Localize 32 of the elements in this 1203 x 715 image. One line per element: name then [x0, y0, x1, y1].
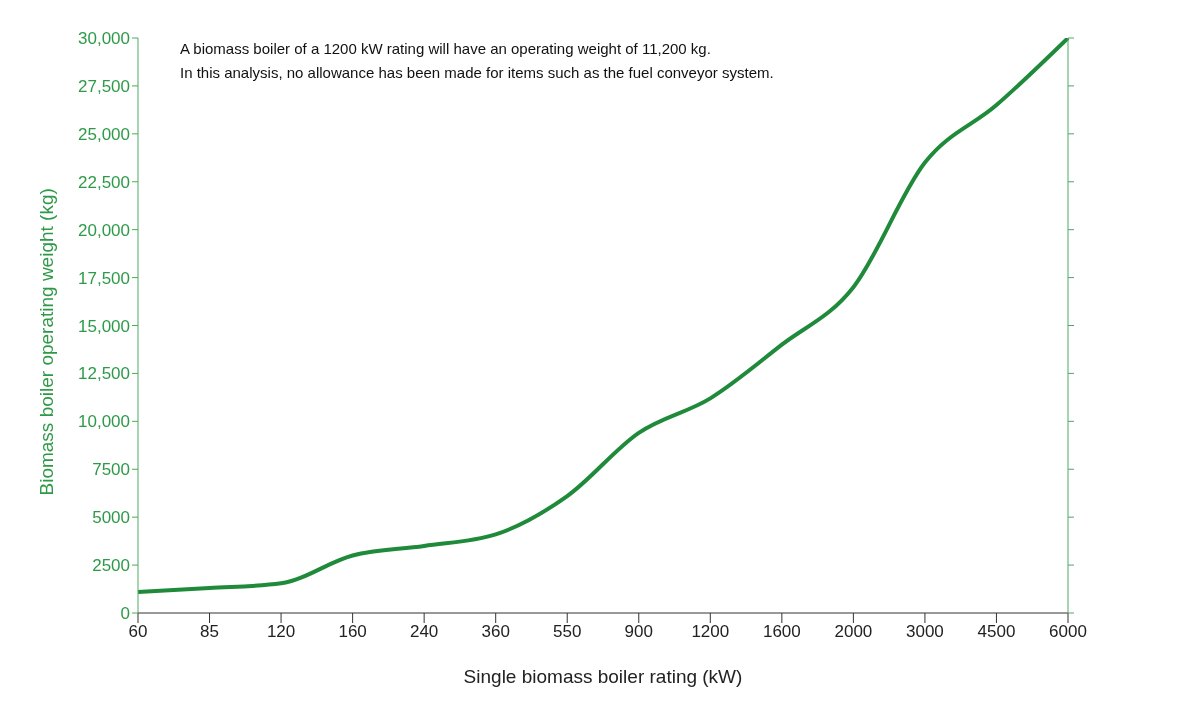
x-axis-title: Single biomass boiler rating (kW): [463, 666, 743, 687]
y-tick-label: 30,000: [78, 29, 130, 49]
x-tick-label: 2000: [834, 622, 873, 642]
annotation: In this analysis, no allowance has been made for items such as the fuel conveyor system.: [180, 63, 775, 83]
line-series: [136, 38, 1070, 594]
x-tick-label: 60: [128, 622, 148, 642]
x-tick-label: 360: [481, 622, 510, 642]
x-tick-label: 120: [266, 622, 296, 642]
y-tick-label: 2500: [92, 556, 130, 576]
x-tick-label: 85: [200, 622, 219, 642]
x-tick-label: 1200: [691, 622, 730, 642]
y-tick-label: 10,000: [78, 412, 130, 432]
y-tick-label: 12,500: [78, 364, 130, 384]
x-tick-label: 1600: [762, 622, 801, 642]
y-tick-label: 0: [120, 604, 130, 624]
y-tick-label: 27,500: [78, 76, 130, 96]
y-tick-label: 15,000: [78, 316, 130, 336]
x-tick-label: 3000: [906, 622, 944, 642]
y-tick-label: 25,000: [78, 124, 130, 144]
y-tick-label: 20,000: [78, 220, 130, 240]
x-tick-label: 160: [338, 622, 367, 642]
x-tick-label: 240: [409, 622, 439, 642]
x-tick-label: 6000: [1049, 622, 1087, 642]
y-axis-title: Biomass boiler operating weight (kg): [35, 188, 57, 496]
x-tick-label: 900: [624, 622, 653, 642]
y-tick-label: 22,500: [78, 172, 130, 192]
x-tick-label: 550: [553, 622, 582, 642]
x-tick-label: 4500: [977, 622, 1016, 642]
y-tick-label: 17,500: [78, 268, 130, 288]
y-tick-label: 5000: [92, 508, 130, 528]
annotation: A biomass boiler of a 1200 kW rating will have an operating weight of 11,200 kg.: [180, 39, 712, 59]
y-tick-label: 7500: [92, 460, 130, 480]
